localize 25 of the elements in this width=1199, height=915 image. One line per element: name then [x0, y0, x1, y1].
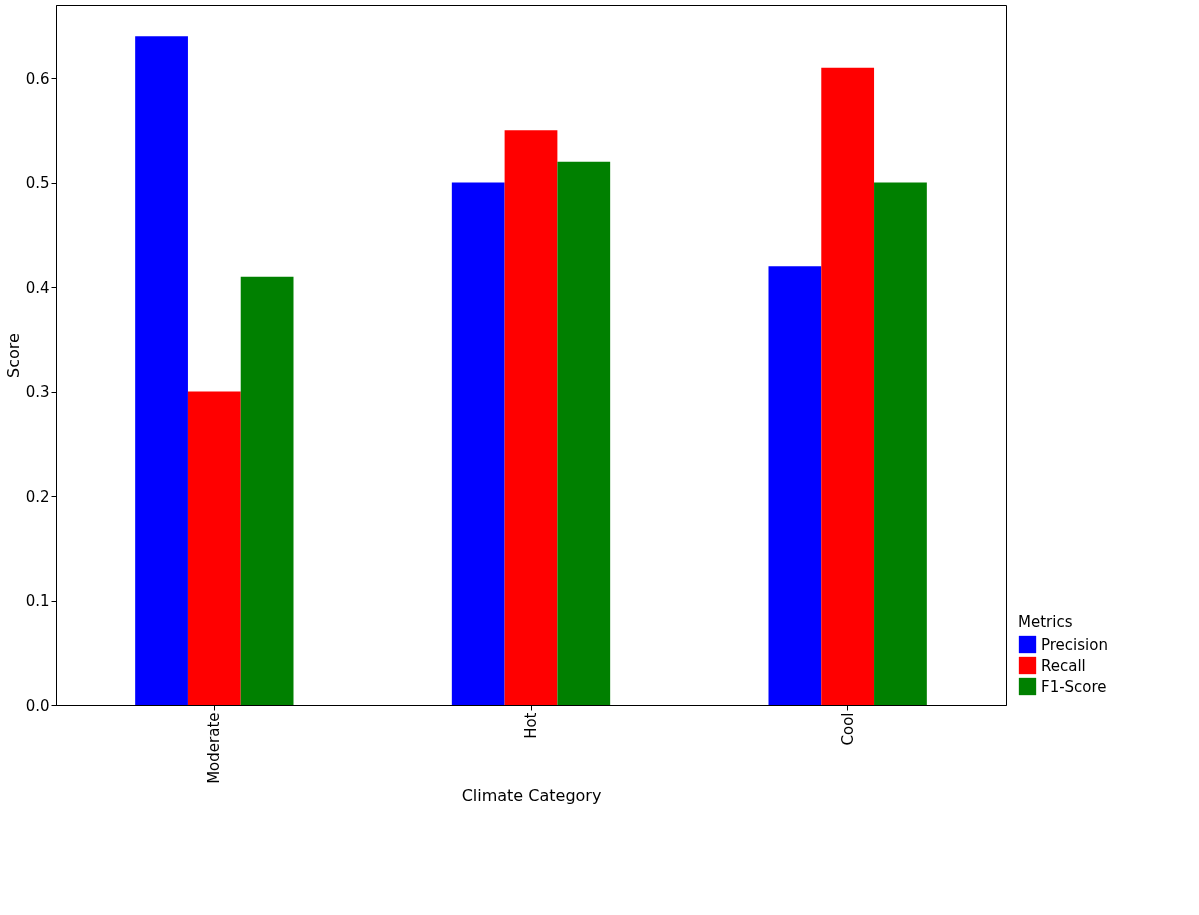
x-tick-label: Moderate [205, 712, 224, 784]
bar [187, 391, 241, 705]
x-axis-title: Climate Category [461, 785, 602, 805]
y-tick-label: 0.1 [25, 592, 50, 611]
legend-title: Metrics [1018, 613, 1073, 631]
bar [135, 36, 188, 705]
y-tick-label: 0.6 [25, 69, 50, 88]
bar [557, 161, 611, 705]
bar [240, 276, 294, 705]
legend-label: F1-Score [1041, 677, 1107, 696]
x-tick-label: Hot [522, 712, 540, 739]
x-tick-label: Cool [838, 712, 857, 746]
bar [768, 266, 822, 705]
y-tick-label: 0.2 [25, 487, 50, 506]
bar [821, 67, 875, 705]
bar [451, 182, 505, 705]
y-axis-title: Score [3, 333, 23, 378]
y-tick-label: 0.3 [25, 383, 50, 402]
y-tick-label: 0.4 [25, 278, 50, 297]
bar [504, 130, 558, 705]
legend-label: Precision [1041, 635, 1108, 654]
y-tick-label: 0.5 [25, 174, 50, 193]
y-tick-label: 0.0 [25, 696, 50, 715]
bar [874, 182, 927, 705]
legend-label: Recall [1041, 656, 1086, 675]
